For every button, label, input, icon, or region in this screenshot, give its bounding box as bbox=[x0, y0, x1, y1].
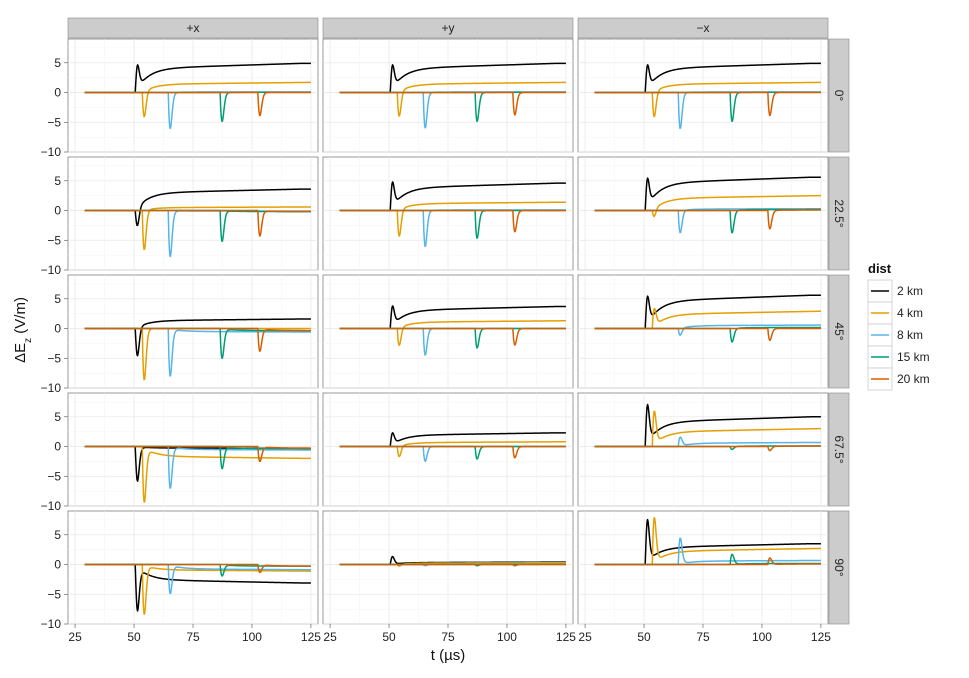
series-line-20km bbox=[339, 327, 567, 346]
facet-panel bbox=[322, 156, 574, 271]
legend-label: 15 km bbox=[897, 350, 930, 364]
facet-panel bbox=[322, 38, 574, 153]
legend-label: 4 km bbox=[897, 306, 923, 320]
column-strip-label: +y bbox=[441, 21, 454, 35]
series-line-20km bbox=[84, 445, 312, 463]
y-tick-label: −10 bbox=[41, 263, 62, 277]
legend-label: 20 km bbox=[897, 372, 930, 386]
x-tick-label: 25 bbox=[68, 630, 82, 644]
facet-panel bbox=[322, 510, 574, 625]
y-tick-label: −5 bbox=[47, 469, 61, 483]
row-strip-label: 0° bbox=[832, 90, 846, 102]
legend-title: dist bbox=[868, 261, 892, 276]
facet-panel bbox=[67, 38, 319, 153]
series-line-20km bbox=[594, 209, 822, 230]
x-axis-title: t (µs) bbox=[431, 647, 465, 664]
x-tick-label: 50 bbox=[127, 630, 141, 644]
x-tick-label: 50 bbox=[637, 630, 651, 644]
x-tick-label: 75 bbox=[186, 630, 200, 644]
y-tick-label: 0 bbox=[54, 204, 61, 218]
series-line-20km bbox=[594, 445, 822, 452]
facet-panel bbox=[67, 274, 319, 389]
y-tick-label: 0 bbox=[54, 322, 61, 336]
series-line-20km bbox=[339, 445, 567, 459]
series-line-20km bbox=[339, 563, 567, 567]
y-tick-label: 5 bbox=[54, 528, 61, 542]
row-strip bbox=[828, 392, 850, 507]
row-strip bbox=[828, 274, 850, 389]
x-tick-label: 25 bbox=[578, 630, 592, 644]
y-axis-title: ΔEz (V/m) bbox=[12, 297, 34, 363]
y-tick-label: −5 bbox=[47, 115, 61, 129]
x-tick-label: 75 bbox=[696, 630, 710, 644]
facet-panel bbox=[322, 392, 574, 507]
series-line-20km bbox=[594, 327, 822, 342]
facet-panel bbox=[322, 274, 574, 389]
series-line-20km bbox=[339, 209, 567, 233]
x-tick-label: 125 bbox=[811, 630, 831, 644]
row-strip-label: 90° bbox=[832, 558, 846, 576]
facet-panel bbox=[67, 392, 319, 507]
y-tick-label: 5 bbox=[54, 56, 61, 70]
series-line-20km bbox=[84, 91, 312, 117]
y-tick-label: −10 bbox=[41, 499, 62, 513]
row-strip-label: 22.5° bbox=[832, 199, 846, 227]
y-tick-label: −10 bbox=[41, 617, 62, 631]
series-line-20km bbox=[594, 91, 822, 117]
x-tick-label: 25 bbox=[323, 630, 337, 644]
series-line-20km bbox=[339, 91, 567, 116]
legend-label: 8 km bbox=[897, 328, 923, 342]
row-strip bbox=[828, 156, 850, 271]
y-tick-label: 0 bbox=[54, 558, 61, 572]
x-tick-label: 50 bbox=[382, 630, 396, 644]
row-strip-label: 67.5° bbox=[832, 435, 846, 463]
legend: dist 2 km 4 km 8 km 15 km 20 km bbox=[867, 261, 930, 391]
y-tick-label: −5 bbox=[47, 351, 61, 365]
x-tick-label: 100 bbox=[497, 630, 517, 644]
facet-panel bbox=[577, 274, 829, 389]
column-strip bbox=[322, 17, 574, 39]
y-tick-label: 5 bbox=[54, 292, 61, 306]
y-tick-label: 0 bbox=[54, 440, 61, 454]
facet-panel bbox=[577, 156, 829, 271]
series-line-20km bbox=[594, 557, 822, 566]
facet-panel bbox=[577, 510, 829, 625]
row-strip bbox=[828, 510, 850, 625]
facet-panel bbox=[67, 156, 319, 271]
panels-layer: +x +y −x0°22.5°45°67.5°90°50−5−1050−5−1050… bbox=[41, 17, 850, 644]
x-tick-label: 125 bbox=[301, 630, 321, 644]
column-strip-label: +x bbox=[186, 21, 199, 35]
x-tick-label: 100 bbox=[242, 630, 262, 644]
column-strip bbox=[67, 17, 319, 39]
x-tick-label: 75 bbox=[441, 630, 455, 644]
facet-panel bbox=[577, 38, 829, 153]
y-tick-label: −5 bbox=[47, 587, 61, 601]
y-tick-label: −5 bbox=[47, 233, 61, 247]
facet-panel bbox=[577, 392, 829, 507]
y-tick-label: 5 bbox=[54, 174, 61, 188]
column-strip-label: −x bbox=[696, 21, 709, 35]
y-tick-label: 0 bbox=[54, 86, 61, 100]
y-tick-label: −10 bbox=[41, 145, 62, 159]
legend-label: 2 km bbox=[897, 284, 923, 298]
row-strip-label: 45° bbox=[832, 322, 846, 340]
column-strip bbox=[577, 17, 829, 39]
row-strip bbox=[828, 38, 850, 153]
facet-panel bbox=[67, 510, 319, 625]
series-line-20km bbox=[84, 209, 312, 237]
x-tick-label: 125 bbox=[556, 630, 576, 644]
y-tick-label: −10 bbox=[41, 381, 62, 395]
y-tick-label: 5 bbox=[54, 410, 61, 424]
series-line-20km bbox=[84, 327, 312, 352]
series-line-20km bbox=[84, 563, 312, 574]
x-tick-label: 100 bbox=[752, 630, 772, 644]
